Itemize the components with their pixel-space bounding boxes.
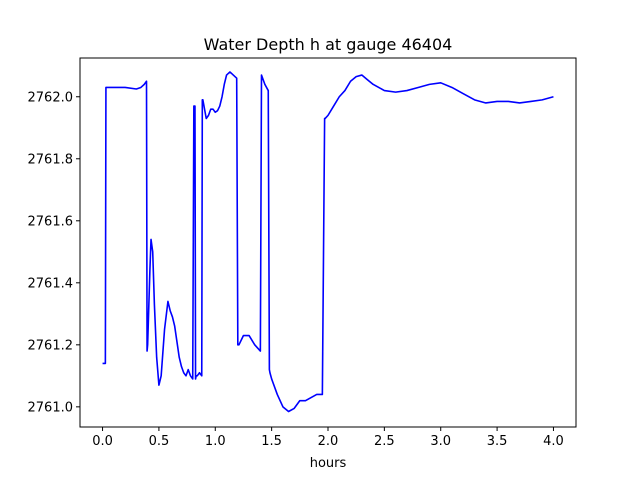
chart-title: Water Depth h at gauge 46404 xyxy=(204,35,453,54)
x-axis-ticks: 0.0 0.5 1.0 1.5 2.0 2.5 3.0 3.5 4.0 xyxy=(92,427,564,449)
x-axis-label: hours xyxy=(310,456,347,471)
y-tick-label: 2761.0 xyxy=(28,400,74,415)
y-tick-label: 2761.4 xyxy=(28,276,74,291)
x-tick-label: 1.0 xyxy=(205,434,226,449)
y-tick-label: 2761.2 xyxy=(28,338,74,353)
y-tick-label: 2762.0 xyxy=(28,90,74,105)
x-tick-label: 0.5 xyxy=(149,434,170,449)
y-tick-label: 2761.6 xyxy=(28,214,74,229)
x-tick-label: 2.5 xyxy=(374,434,395,449)
x-tick-label: 0.0 xyxy=(92,434,113,449)
x-tick-label: 4.0 xyxy=(543,434,564,449)
x-tick-label: 3.5 xyxy=(487,434,508,449)
y-tick-label: 2761.8 xyxy=(28,152,74,167)
series-line-0 xyxy=(102,71,554,413)
x-tick-label: 3.0 xyxy=(430,434,451,449)
series-layer xyxy=(102,71,554,413)
plot-frame xyxy=(79,57,577,428)
y-axis-ticks: 2761.0 2761.2 2761.4 2761.6 2761.8 2762.0 xyxy=(28,90,80,415)
x-tick-label: 1.5 xyxy=(261,434,282,449)
x-tick-label: 2.0 xyxy=(318,434,339,449)
